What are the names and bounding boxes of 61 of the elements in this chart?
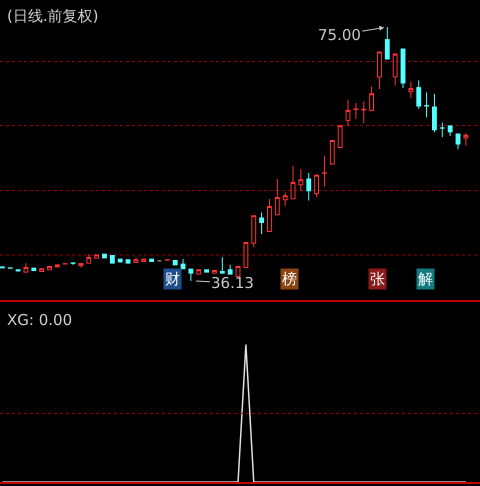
candlestick (126, 258, 130, 264)
candlestick (424, 92, 429, 118)
candlestick (416, 80, 422, 110)
annotation: 36.13 (211, 274, 254, 292)
candlestick (0, 266, 5, 269)
candlestick (330, 139, 335, 166)
candlestick (172, 260, 178, 266)
candlestick (70, 262, 76, 266)
candlestick (39, 268, 44, 272)
candlestick (369, 86, 374, 112)
candlestick (259, 212, 264, 235)
candlestick (384, 26, 390, 60)
candlestick (298, 168, 304, 192)
candlestick (432, 93, 437, 133)
candlestick (274, 178, 280, 216)
candlestick (47, 266, 52, 270)
candlestick (322, 155, 327, 187)
candlestick (141, 258, 146, 262)
candlestick (149, 258, 154, 262)
candlestick (102, 253, 107, 259)
candlestick (24, 262, 28, 273)
candlestick (110, 254, 115, 264)
candlestick (212, 269, 217, 274)
annotation: 财 (165, 270, 180, 288)
candlestick (290, 165, 296, 200)
candlestick (306, 172, 312, 201)
candlestick (188, 268, 194, 282)
annotation: 解 (418, 270, 433, 288)
candlestick (118, 258, 123, 264)
candlestick (392, 52, 398, 86)
candlestick (338, 124, 343, 148)
candlestick (346, 99, 350, 126)
annotation: 75.00 (318, 26, 361, 44)
candlestick (54, 264, 60, 268)
chart-title: (日线.前复权) (7, 7, 98, 25)
candlestick (400, 48, 406, 89)
candlestick (220, 256, 225, 274)
chart-title: XG: 0.00 (7, 311, 72, 329)
candlestick (448, 125, 453, 136)
candlestick (440, 122, 445, 138)
candlestick (16, 269, 20, 272)
candlestick (133, 258, 138, 264)
candlestick (456, 134, 460, 150)
annotation: 榜 (282, 270, 297, 288)
candlestick (236, 266, 240, 278)
candlestick (180, 258, 186, 270)
candlestick (228, 264, 233, 275)
candlestick (353, 102, 358, 120)
candlestick (78, 262, 84, 268)
candlestick (282, 192, 288, 206)
candlestick (463, 132, 468, 146)
candlestick (408, 80, 414, 99)
candlestick (86, 254, 92, 264)
candlestick (314, 174, 320, 198)
candlestick (377, 51, 382, 90)
candlestick (361, 100, 366, 124)
candlestick (243, 242, 248, 269)
candlestick (251, 215, 256, 248)
candlestick (267, 198, 272, 233)
candlestick (94, 254, 100, 259)
annotation: 张 (370, 270, 385, 288)
